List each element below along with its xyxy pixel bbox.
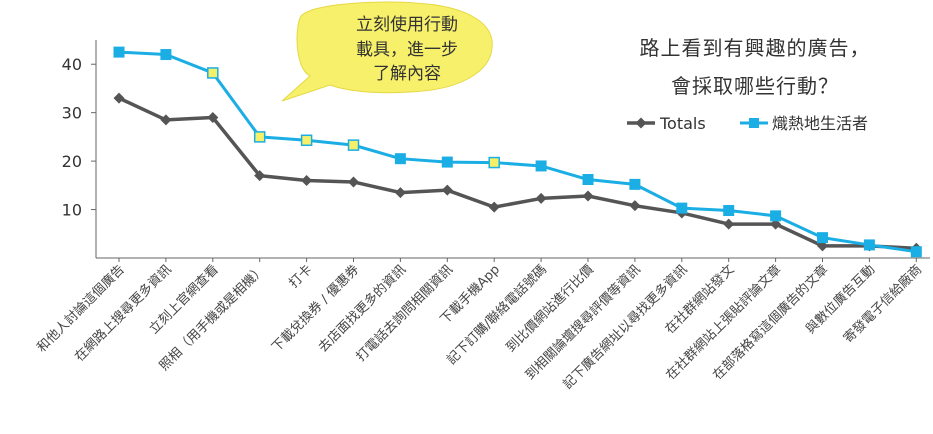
- data-point-totals: [348, 176, 359, 188]
- data-point-lifestyle: [770, 210, 782, 222]
- data-point-lifestyle: [207, 67, 219, 79]
- legend-label-lifestyle: 熾熱地生活者: [772, 114, 868, 133]
- data-point-totals: [207, 112, 219, 124]
- x-tick-label: 下載兌換券 / 優惠券: [269, 262, 363, 356]
- data-point-lifestyle: [629, 178, 641, 190]
- data-point-totals: [254, 170, 266, 182]
- data-point-lifestyle: [676, 202, 688, 214]
- chart-title-line-2: 會採取哪些行動？: [671, 74, 839, 98]
- legend: Totals 熾熱地生活者: [627, 114, 868, 133]
- callout-bubble: 立刻使用行動 載具，進一步 了解內容: [281, 1, 493, 102]
- callout-line-1: 立刻使用行動: [356, 14, 458, 35]
- y-tick-label: 10: [62, 201, 82, 220]
- data-point-totals: [629, 200, 641, 212]
- data-point-totals: [488, 201, 500, 213]
- data-point-lifestyle: [160, 49, 172, 61]
- data-point-totals: [301, 174, 313, 186]
- legend-marker-totals: [635, 117, 647, 129]
- data-point-totals: [441, 184, 453, 196]
- series-lines: [113, 46, 922, 258]
- data-point-lifestyle: [910, 246, 922, 258]
- series-line-totals: [118, 96, 917, 251]
- data-point-totals: [535, 192, 547, 204]
- x-tick-label: 到比價網站進行比價: [503, 262, 596, 355]
- axes: [95, 40, 930, 259]
- chart-title-line-1: 路上看到有興趣的廣告，: [639, 36, 871, 60]
- data-point-lifestyle: [253, 131, 266, 143]
- x-tick-label: 和他人討論這個廣告: [34, 262, 128, 356]
- data-point-lifestyle: [347, 139, 360, 151]
- callout-bubble-shape: [281, 1, 493, 102]
- data-point-totals: [160, 114, 172, 126]
- callout-line-3: 了解內容: [373, 64, 441, 84]
- data-point-lifestyle: [817, 232, 828, 244]
- callout-line-2: 載具，進一步: [356, 40, 458, 60]
- data-point-totals: [394, 187, 406, 199]
- data-point-lifestyle: [113, 46, 125, 58]
- data-point-lifestyle: [723, 205, 735, 217]
- data-point-lifestyle: [300, 134, 313, 147]
- data-point-lifestyle: [488, 156, 500, 169]
- legend-label-totals: Totals: [659, 114, 706, 133]
- data-point-lifestyle: [441, 156, 453, 168]
- y-tick-label: 40: [62, 55, 82, 74]
- data-point-totals: [582, 190, 594, 202]
- legend-marker-lifestyle: [749, 118, 759, 128]
- y-tick-label: 20: [62, 152, 82, 171]
- data-point-totals: [723, 218, 735, 230]
- data-point-lifestyle: [535, 160, 547, 172]
- x-tick-label: 寄發電子信給廠商: [840, 262, 925, 347]
- y-tick-label: 30: [62, 104, 82, 123]
- series-line-lifestyle: [118, 50, 917, 254]
- data-point-totals: [113, 92, 125, 104]
- data-point-lifestyle: [394, 153, 406, 165]
- data-point-lifestyle: [582, 174, 594, 186]
- y-tick-labels: 10 20 30 40: [62, 55, 96, 220]
- data-point-lifestyle: [863, 239, 875, 251]
- x-tick-label: 打卡: [286, 262, 315, 291]
- x-tick-label: 去店面找更多的資訊: [315, 262, 409, 356]
